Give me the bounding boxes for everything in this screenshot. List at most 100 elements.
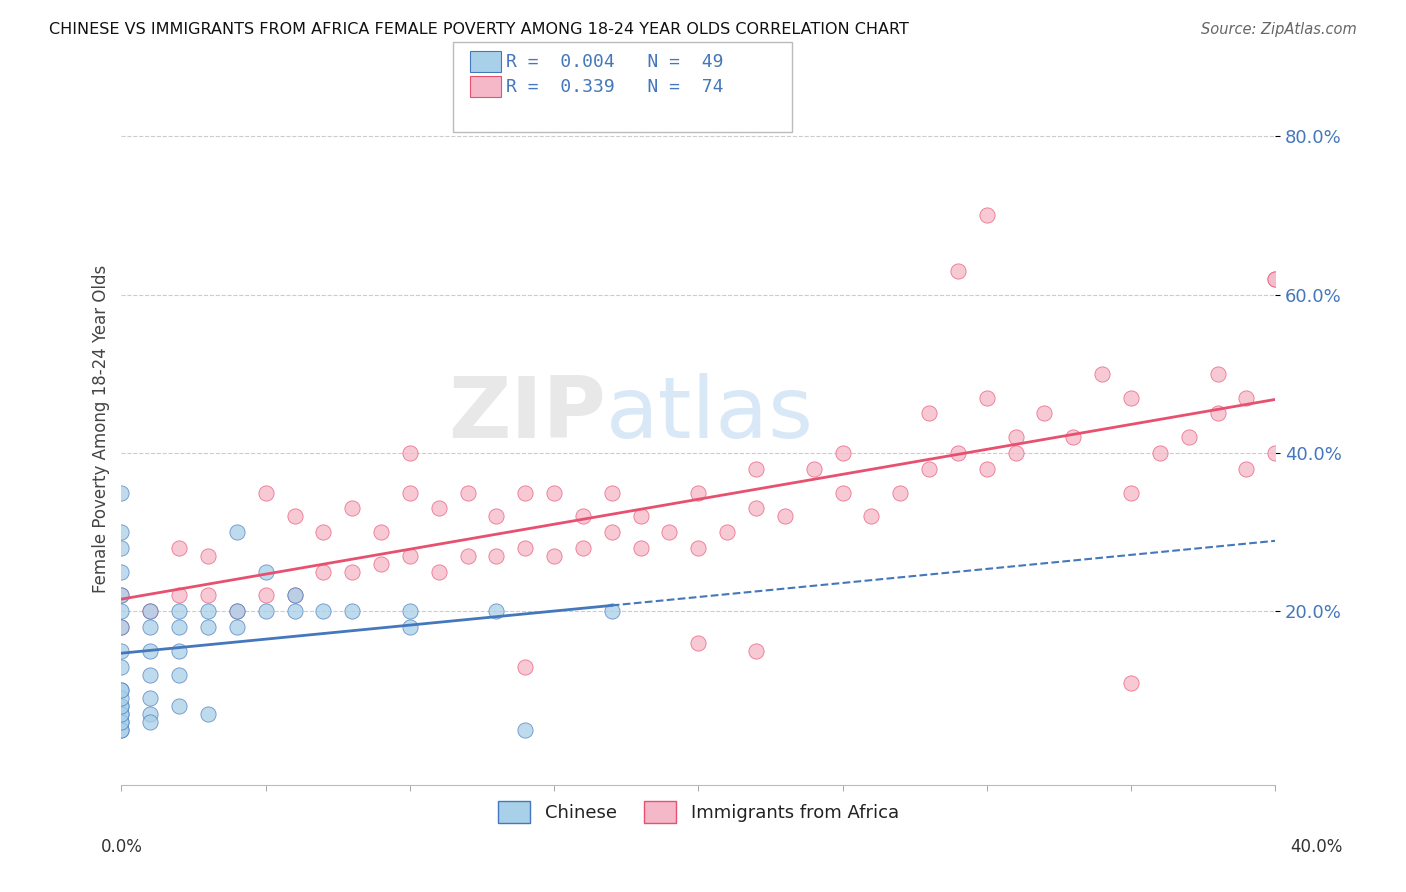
Point [197,549,219,563]
Text: Source: ZipAtlas.com: Source: ZipAtlas.com [1201,22,1357,37]
Point [918,462,941,476]
Point [399,446,422,460]
Point [167,699,190,714]
Point [457,485,479,500]
Text: ZIP: ZIP [449,374,606,457]
Point [139,644,162,658]
Point [283,589,305,603]
Point [427,565,450,579]
Point [399,620,422,634]
Point [139,691,162,706]
Point [110,604,132,618]
Point [1119,485,1142,500]
Point [167,541,190,555]
Point [167,667,190,681]
Point [197,589,219,603]
Point [515,541,537,555]
Point [225,620,247,634]
Point [399,549,422,563]
Point [139,620,162,634]
Point [283,589,305,603]
Point [1177,430,1199,444]
Point [630,509,652,524]
Point [110,541,132,555]
Point [110,565,132,579]
Point [110,707,132,722]
Point [745,501,768,516]
Point [399,485,422,500]
Text: CHINESE VS IMMIGRANTS FROM AFRICA FEMALE POVERTY AMONG 18-24 YEAR OLDS CORRELATI: CHINESE VS IMMIGRANTS FROM AFRICA FEMALE… [49,22,910,37]
Text: 40.0%: 40.0% [1291,838,1343,855]
Text: 0.0%: 0.0% [101,838,143,855]
Point [515,485,537,500]
Point [946,264,969,278]
Point [600,485,623,500]
Point [427,501,450,516]
Point [889,485,911,500]
Point [745,644,768,658]
Point [543,485,565,500]
Point [110,723,132,737]
Point [110,589,132,603]
Point [485,604,508,618]
Point [254,485,277,500]
Point [1119,675,1142,690]
Point [1234,462,1257,476]
Point [515,723,537,737]
Point [110,644,132,658]
Point [139,707,162,722]
Point [572,509,595,524]
Point [831,485,853,500]
Point [1264,272,1286,286]
Point [167,620,190,634]
Point [283,604,305,618]
Point [515,659,537,673]
Point [688,636,710,650]
Point [254,565,277,579]
Point [860,509,883,524]
Point [110,525,132,540]
Point [1234,391,1257,405]
Point [976,209,998,223]
Point [167,589,190,603]
Point [485,549,508,563]
Point [225,604,247,618]
Point [600,604,623,618]
Point [485,509,508,524]
Point [1004,430,1026,444]
Point [197,620,219,634]
Point [197,707,219,722]
Point [312,604,335,618]
Point [167,604,190,618]
Point [110,620,132,634]
Point [831,446,853,460]
Point [1264,272,1286,286]
Point [197,604,219,618]
Point [976,391,998,405]
Point [340,604,363,618]
Point [370,525,392,540]
Point [312,565,335,579]
Point [1091,367,1114,381]
Point [572,541,595,555]
Point [139,667,162,681]
Point [254,604,277,618]
Point [1149,446,1171,460]
Point [340,501,363,516]
Point [1206,406,1229,420]
Point [716,525,738,540]
Point [630,541,652,555]
Point [167,644,190,658]
Legend: Chinese, Immigrants from Africa: Chinese, Immigrants from Africa [491,793,905,830]
Point [139,604,162,618]
Point [370,557,392,571]
Point [688,485,710,500]
Point [225,604,247,618]
Text: R =  0.004   N =  49: R = 0.004 N = 49 [506,53,724,70]
Point [110,699,132,714]
Point [1119,391,1142,405]
Point [110,691,132,706]
Point [457,549,479,563]
Point [110,683,132,698]
Point [110,723,132,737]
